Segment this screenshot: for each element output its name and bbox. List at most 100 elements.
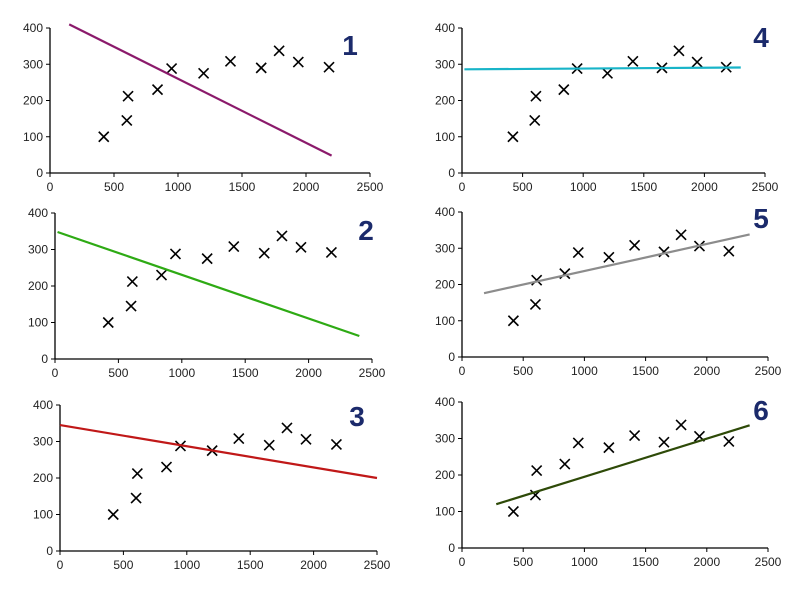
data-point-stroke: [507, 505, 519, 518]
x-tick-label: 1000: [173, 558, 200, 572]
data-point-stroke: [295, 241, 307, 253]
data-point-stroke: [276, 230, 288, 242]
data-point-stroke: [673, 45, 685, 57]
data-point-stroke: [201, 253, 213, 265]
x-tick-label: 1000: [570, 180, 597, 194]
data-point: [125, 300, 137, 312]
data-point-stroke: [330, 438, 342, 450]
data-point-stroke: [675, 419, 687, 431]
data-point-stroke: [529, 298, 542, 311]
data-point: [507, 315, 519, 327]
data-point: [529, 114, 541, 127]
data-point: [603, 251, 615, 263]
data-point: [233, 433, 245, 445]
data-point-stroke: [603, 442, 615, 454]
y-tick-label: 100: [435, 130, 455, 144]
data-point: [675, 419, 687, 431]
x-tick-label: 500: [113, 558, 133, 572]
data-point-stroke: [228, 241, 240, 253]
data-point-stroke: [233, 433, 245, 445]
data-point: [228, 241, 240, 253]
data-point: [723, 435, 735, 447]
data-point: [201, 253, 213, 265]
fit-line: [483, 233, 750, 295]
y-tick-label: 400: [23, 21, 43, 35]
data-point: [691, 56, 703, 68]
data-point-stroke: [263, 439, 275, 451]
data-point-stroke: [531, 465, 543, 477]
data-point-stroke: [255, 62, 267, 74]
data-point-stroke: [273, 45, 285, 57]
data-point-stroke: [323, 61, 335, 73]
x-tick-label: 0: [52, 366, 59, 380]
data-point-stroke: [723, 245, 735, 257]
panel-number: 3: [349, 401, 365, 432]
data-point: [98, 131, 110, 143]
x-tick-label: 1000: [168, 366, 195, 380]
data-point: [198, 67, 210, 79]
data-point: [658, 436, 670, 448]
y-tick-label: 200: [23, 94, 43, 108]
data-point-stroke: [507, 131, 519, 143]
y-tick-label: 100: [435, 505, 455, 519]
y-tick-label: 400: [435, 395, 455, 409]
x-tick-label: 2500: [357, 180, 384, 194]
data-point: [558, 84, 570, 96]
data-point: [572, 247, 584, 259]
data-point-stroke: [675, 229, 687, 241]
y-tick-label: 100: [23, 130, 43, 144]
data-point: [166, 63, 178, 75]
data-point-stroke: [121, 114, 133, 127]
panel-2: 0 100 200 300 400 0 500 1000 1500 2000 2500 2: [28, 206, 386, 380]
data-point: [130, 492, 142, 504]
y-tick-label: 0: [448, 541, 455, 555]
data-point-stroke: [131, 468, 143, 480]
data-point: [263, 439, 275, 451]
x-tick-label: 2000: [300, 558, 327, 572]
data-point-stroke: [224, 55, 237, 67]
data-point-stroke: [130, 492, 142, 504]
data-point-stroke: [691, 56, 703, 68]
x-tick-label: 1500: [237, 558, 264, 572]
data-point: [255, 62, 267, 74]
y-tick-label: 400: [33, 398, 53, 412]
x-tick-label: 0: [459, 180, 466, 194]
data-point: [323, 61, 335, 73]
data-point: [530, 90, 542, 102]
x-tick-label: 500: [513, 555, 533, 569]
data-point: [224, 55, 237, 67]
data-point: [160, 461, 173, 473]
y-tick-label: 100: [33, 508, 53, 522]
x-tick-label: 500: [108, 366, 128, 380]
x-tick-label: 0: [47, 180, 54, 194]
data-point: [723, 245, 735, 257]
data-point-stroke: [169, 248, 182, 260]
y-tick-label: 0: [448, 166, 455, 180]
panel-5: 0 100 200 300 400 0 500 1000 1500 2000 2500 5: [435, 203, 782, 378]
y-tick-label: 300: [33, 435, 53, 449]
data-point: [300, 433, 312, 445]
y-tick-label: 0: [41, 352, 48, 366]
data-point-stroke: [160, 461, 173, 473]
data-point-stroke: [603, 251, 615, 263]
y-tick-label: 300: [28, 243, 48, 257]
fit-line: [57, 230, 360, 338]
data-point-stroke: [102, 316, 114, 329]
data-point-stroke: [627, 55, 639, 67]
data-point: [531, 465, 543, 477]
y-tick-label: 300: [435, 241, 455, 255]
x-tick-label: 2500: [752, 180, 779, 194]
panel-number: 2: [358, 215, 374, 246]
data-point-stroke: [723, 435, 735, 447]
x-tick-label: 2500: [359, 366, 386, 380]
data-point: [330, 438, 342, 450]
data-point-stroke: [258, 247, 270, 259]
data-point: [169, 248, 182, 260]
x-tick-label: 2500: [755, 555, 782, 569]
x-tick-label: 1000: [165, 180, 192, 194]
data-point-stroke: [531, 274, 543, 286]
data-point-stroke: [166, 63, 178, 75]
panel-number: 4: [753, 22, 769, 53]
